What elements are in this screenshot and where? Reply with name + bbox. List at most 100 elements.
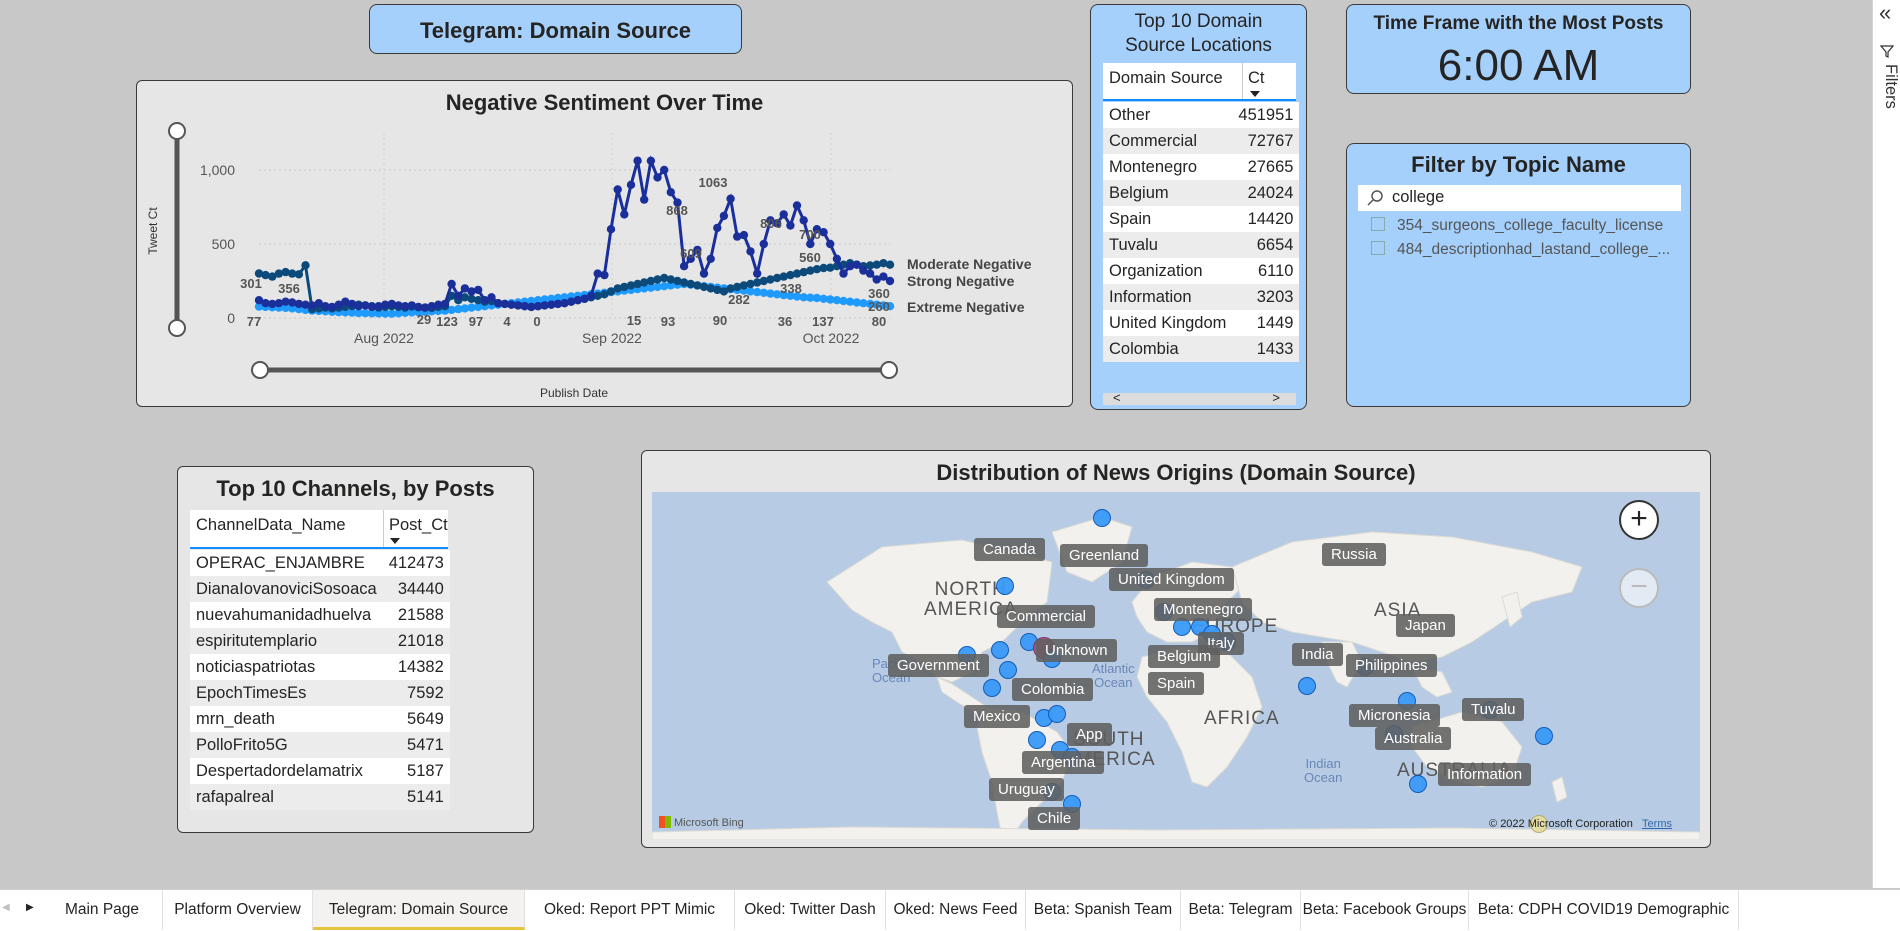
- tab-oked-report-ppt-mimic[interactable]: Oked: Report PPT Mimic: [525, 890, 735, 930]
- topic-option-1[interactable]: 354_surgeons_college_faculty_license: [1371, 217, 1663, 235]
- map-bubble[interactable]: [1298, 677, 1316, 695]
- tab-oked-twitter-dash[interactable]: Oked: Twitter Dash: [735, 890, 886, 930]
- map-label-app[interactable]: App: [1067, 723, 1112, 746]
- map-label-russia[interactable]: Russia: [1322, 543, 1386, 566]
- tab-main-page[interactable]: Main Page: [42, 890, 163, 930]
- tab-beta-telegram[interactable]: Beta: Telegram: [1181, 890, 1301, 930]
- map-bubble[interactable]: [1409, 775, 1427, 793]
- series-point: [540, 295, 549, 304]
- series-point: [739, 230, 749, 240]
- map-label-uruguay[interactable]: Uruguay: [989, 778, 1064, 801]
- map-bubble[interactable]: [996, 577, 1014, 595]
- map-bubble[interactable]: [983, 679, 1001, 697]
- location-row[interactable]: Organization 6110: [1103, 258, 1299, 284]
- map-bubble[interactable]: [1048, 705, 1066, 723]
- location-row[interactable]: Commercial 72767: [1103, 128, 1300, 154]
- filters-pane-collapsed[interactable]: « Filters: [1872, 0, 1900, 888]
- tab-next-icon[interactable]: ▶: [26, 902, 34, 913]
- map-label-colombia[interactable]: Colombia: [1012, 678, 1094, 701]
- tab-beta-cdph-covid19-demographic[interactable]: Beta: CDPH COVID19 Demographic: [1469, 890, 1739, 930]
- channel-name-cell: nuevahumanidadhuelva: [196, 605, 372, 624]
- col-header-channel-name[interactable]: ChannelData_Name: [196, 516, 346, 534]
- series-point: [706, 284, 715, 293]
- series-point: [646, 156, 656, 165]
- location-row[interactable]: Other 451951: [1103, 102, 1299, 128]
- map-label-india[interactable]: India: [1292, 643, 1343, 666]
- channel-row[interactable]: PolloFrito5G 5471: [190, 732, 450, 758]
- location-count-cell: 24024: [1232, 180, 1300, 206]
- topic-option-2[interactable]: 484_descriptionhad_lastand_college_...: [1371, 241, 1670, 259]
- tab-telegram-domain-source[interactable]: Telegram: Domain Source: [313, 890, 525, 930]
- col-header-ct[interactable]: Ct: [1248, 69, 1265, 87]
- col-header-post-ct[interactable]: Post_Ct: [389, 516, 448, 534]
- filters-label[interactable]: Filters: [1882, 64, 1900, 109]
- map-label-tuvalu[interactable]: Tuvalu: [1462, 698, 1525, 721]
- map-label-mexico[interactable]: Mexico: [964, 705, 1030, 728]
- map-bubble[interactable]: [1535, 727, 1553, 745]
- channel-row[interactable]: espiritutemplario 21018: [190, 628, 450, 654]
- series-point: [852, 260, 861, 269]
- map-label-micronesia[interactable]: Micronesia: [1349, 704, 1440, 727]
- channel-row[interactable]: OPERAC_ENJAMBRE 412473: [190, 550, 450, 576]
- map-label-montenegro[interactable]: Montenegro: [1154, 598, 1253, 621]
- col-header-domain-source[interactable]: Domain Source: [1109, 69, 1223, 87]
- map-bubble[interactable]: [1530, 815, 1548, 833]
- sentiment-chart-panel: Negative Sentiment Over Time Tweet Ct Pu…: [136, 80, 1073, 407]
- map-label-japan[interactable]: Japan: [1396, 614, 1455, 637]
- scroll-left-icon[interactable]: <: [1113, 390, 1121, 405]
- map-label-unknown[interactable]: Unknown: [1036, 639, 1117, 662]
- map-label-government[interactable]: Government: [888, 654, 989, 677]
- topic-search-input[interactable]: college: [1392, 188, 1445, 206]
- tab-platform-overview[interactable]: Platform Overview: [163, 890, 313, 930]
- map-label-chile[interactable]: Chile: [1028, 807, 1081, 830]
- series-point: [454, 291, 463, 300]
- channel-row[interactable]: DianaIovanoviciSosoaca 34440: [190, 576, 450, 602]
- series-point: [474, 302, 483, 312]
- scroll-right-icon[interactable]: >: [1272, 390, 1280, 405]
- map-label-greenland[interactable]: Greenland: [1060, 544, 1149, 567]
- location-row[interactable]: Montenegro 27665: [1103, 154, 1299, 180]
- series-point: [719, 287, 729, 296]
- map-label-argentina[interactable]: Argentina: [1022, 751, 1105, 774]
- map-bubble[interactable]: [991, 641, 1009, 659]
- map-bubble[interactable]: [1028, 731, 1046, 749]
- channel-row[interactable]: mrn_death 5649: [190, 706, 450, 732]
- map-label-commercial[interactable]: Commercial: [997, 605, 1096, 628]
- location-row[interactable]: Belgium 24024: [1103, 180, 1300, 206]
- tab-beta-facebook-groups[interactable]: Beta: Facebook Groups: [1301, 890, 1469, 930]
- channel-row[interactable]: EpochTimesEs 7592: [190, 680, 450, 706]
- channel-row[interactable]: noticiaspatriotas 14382: [190, 654, 450, 680]
- location-row[interactable]: United Kingdom 1449: [1103, 310, 1299, 336]
- series-point: [626, 180, 636, 189]
- bing-logo-icon: [659, 816, 671, 828]
- channel-row[interactable]: Despertadordelamatrix 5187: [190, 758, 450, 784]
- map-label-belgium[interactable]: Belgium: [1148, 645, 1221, 668]
- map-label-spain[interactable]: Spain: [1148, 672, 1205, 695]
- collapse-filters-icon[interactable]: «: [1879, 0, 1892, 25]
- tab-oked-news-feed[interactable]: Oked: News Feed: [886, 890, 1026, 930]
- map-label-australia[interactable]: Australia: [1375, 727, 1452, 750]
- location-row[interactable]: Tuvalu 6654: [1103, 232, 1300, 258]
- map-bubble[interactable]: [999, 661, 1017, 679]
- horizontal-scrollbar[interactable]: < >: [1103, 390, 1296, 405]
- tab-beta-spanish-team[interactable]: Beta: Spanish Team: [1026, 890, 1181, 930]
- channel-row[interactable]: rafapalreal 5141: [190, 784, 450, 810]
- map-label-philippines[interactable]: Philippines: [1346, 654, 1437, 677]
- checkbox[interactable]: [1371, 241, 1385, 255]
- location-row[interactable]: Spain 14420: [1103, 206, 1299, 232]
- location-row[interactable]: Colombia 1433: [1103, 336, 1300, 362]
- map-bubble[interactable]: [1093, 509, 1111, 527]
- checkbox[interactable]: [1371, 217, 1385, 231]
- channel-count-cell: 5187: [407, 761, 444, 780]
- channel-row[interactable]: nuevahumanidadhuelva 21588: [190, 602, 450, 628]
- location-row[interactable]: Information 3203: [1103, 284, 1300, 310]
- terms-link[interactable]: Terms: [1642, 818, 1672, 830]
- map-label-united-kingdom[interactable]: United Kingdom: [1109, 568, 1234, 591]
- map-label-canada[interactable]: Canada: [974, 538, 1045, 561]
- map-label-information[interactable]: Information: [1438, 763, 1532, 786]
- zoom-out-button[interactable]: −: [1619, 568, 1659, 608]
- zoom-in-button[interactable]: +: [1619, 500, 1659, 540]
- topic-search-box[interactable]: college: [1358, 185, 1681, 211]
- tab-prev-icon[interactable]: ◀: [2, 902, 10, 913]
